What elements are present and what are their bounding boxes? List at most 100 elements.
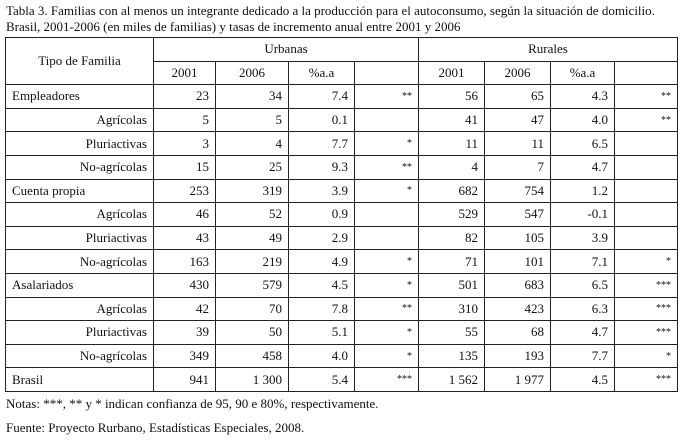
significance-cell: *** xyxy=(354,367,419,392)
significance-cell: ** xyxy=(354,154,419,180)
value-cell: 43 xyxy=(153,225,216,251)
row-label: Pluriactivas xyxy=(5,131,154,156)
value-cell: 41 xyxy=(418,107,485,133)
value-cell: 82 xyxy=(418,225,485,251)
significance-cell xyxy=(354,107,419,133)
row-label: Brasil xyxy=(5,367,154,392)
value-cell: 46 xyxy=(153,202,216,227)
group-header-urbanas: Urbanas xyxy=(153,37,419,62)
row-label: Empleadores xyxy=(5,84,154,109)
table-row: Pluriactivas 3 4 7.7 * 11 11 6.5 xyxy=(5,131,678,156)
data-table: Tipo de Familia Urbanas Rurales 2001 2006… xyxy=(5,36,678,392)
row-label: No-agrícolas xyxy=(5,249,154,274)
significance-cell: ** xyxy=(354,84,419,109)
value-cell: 7.1 xyxy=(550,249,615,274)
subcol-header: %a.a xyxy=(550,60,615,86)
value-cell: -0.1 xyxy=(550,202,615,227)
value-cell: 49 xyxy=(215,225,289,251)
value-cell: 4 xyxy=(418,154,485,180)
value-cell: 39 xyxy=(153,320,216,345)
value-cell: 430 xyxy=(153,272,216,298)
value-cell: 4.7 xyxy=(550,154,615,180)
table-row: No-agrícolas 15 25 9.3 ** 4 7 4.7 xyxy=(5,154,678,180)
value-cell: 253 xyxy=(153,178,216,204)
significance-cell xyxy=(614,225,678,251)
value-cell: 101 xyxy=(484,249,551,274)
significance-cell: *** xyxy=(614,272,678,298)
significance-cell: ** xyxy=(354,296,419,322)
row-label: Pluriactivas xyxy=(5,225,154,251)
value-cell: 458 xyxy=(215,343,289,369)
significance-cell: * xyxy=(354,178,419,204)
subcol-header xyxy=(354,60,419,86)
table-row: Empleadores 23 34 7.4 ** 56 65 4.3 ** xyxy=(5,84,678,109)
table-row: Agrícolas 42 70 7.8 ** 310 423 6.3 *** xyxy=(5,296,678,322)
value-cell: 1.2 xyxy=(550,178,615,204)
value-cell: 56 xyxy=(418,84,485,109)
value-cell: 6.5 xyxy=(550,131,615,156)
row-label: No-agrícolas xyxy=(5,343,154,369)
value-cell: 501 xyxy=(418,272,485,298)
value-cell: 3.9 xyxy=(288,178,355,204)
value-cell: 6.5 xyxy=(550,272,615,298)
value-cell: 55 xyxy=(418,320,485,345)
table-row: Agrícolas 5 5 0.1 41 47 4.0 ** xyxy=(5,107,678,133)
value-cell: 1 562 xyxy=(418,367,485,392)
value-cell: 6.3 xyxy=(550,296,615,322)
group-header-rurales: Rurales xyxy=(418,37,678,62)
value-cell: 547 xyxy=(484,202,551,227)
value-cell: 7.7 xyxy=(288,131,355,156)
subcol-header: %a.a xyxy=(288,60,355,86)
significance-cell xyxy=(614,178,678,204)
row-label: Pluriactivas xyxy=(5,320,154,345)
value-cell: 4.0 xyxy=(288,343,355,369)
significance-cell xyxy=(614,154,678,180)
value-cell: 23 xyxy=(153,84,216,109)
value-cell: 0.9 xyxy=(288,202,355,227)
significance-cell: * xyxy=(354,249,419,274)
value-cell: 52 xyxy=(215,202,289,227)
table-row: Pluriactivas 43 49 2.9 82 105 3.9 xyxy=(5,225,678,251)
value-cell: 0.1 xyxy=(288,107,355,133)
subcol-header: 2001 xyxy=(153,60,216,86)
value-cell: 4.5 xyxy=(550,367,615,392)
significance-cell: *** xyxy=(614,296,678,322)
value-cell: 47 xyxy=(484,107,551,133)
significance-cell: * xyxy=(354,272,419,298)
value-cell: 319 xyxy=(215,178,289,204)
value-cell: 2.9 xyxy=(288,225,355,251)
value-cell: 5 xyxy=(215,107,289,133)
value-cell: 15 xyxy=(153,154,216,180)
value-cell: 11 xyxy=(418,131,485,156)
value-cell: 7.8 xyxy=(288,296,355,322)
value-cell: 423 xyxy=(484,296,551,322)
value-cell: 9.3 xyxy=(288,154,355,180)
value-cell: 3 xyxy=(153,131,216,156)
value-cell: 34 xyxy=(215,84,289,109)
value-cell: 219 xyxy=(215,249,289,274)
value-cell: 68 xyxy=(484,320,551,345)
row-header: Tipo de Familia xyxy=(5,36,154,86)
value-cell: 5 xyxy=(153,107,216,133)
value-cell: 163 xyxy=(153,249,216,274)
value-cell: 7 xyxy=(484,154,551,180)
significance-cell xyxy=(354,225,419,251)
significance-cell xyxy=(614,202,678,227)
value-cell: 7.4 xyxy=(288,84,355,109)
subcol-header: 2001 xyxy=(418,60,485,86)
value-cell: 105 xyxy=(484,225,551,251)
significance-cell: * xyxy=(614,249,678,274)
significance-cell: *** xyxy=(614,367,678,392)
table-row: Asalariados 430 579 4.5 * 501 683 6.5 *** xyxy=(5,272,678,298)
value-cell: 529 xyxy=(418,202,485,227)
value-cell: 71 xyxy=(418,249,485,274)
significance-cell: ** xyxy=(614,107,678,133)
value-cell: 135 xyxy=(418,343,485,369)
value-cell: 4.7 xyxy=(550,320,615,345)
row-label: Agrícolas xyxy=(5,107,154,133)
value-cell: 50 xyxy=(215,320,289,345)
notes: Notas: ***, ** y * indican confianza de … xyxy=(6,396,379,411)
row-label: Cuenta propia xyxy=(5,178,154,204)
significance-cell xyxy=(614,131,678,156)
row-label: Asalariados xyxy=(5,272,154,298)
